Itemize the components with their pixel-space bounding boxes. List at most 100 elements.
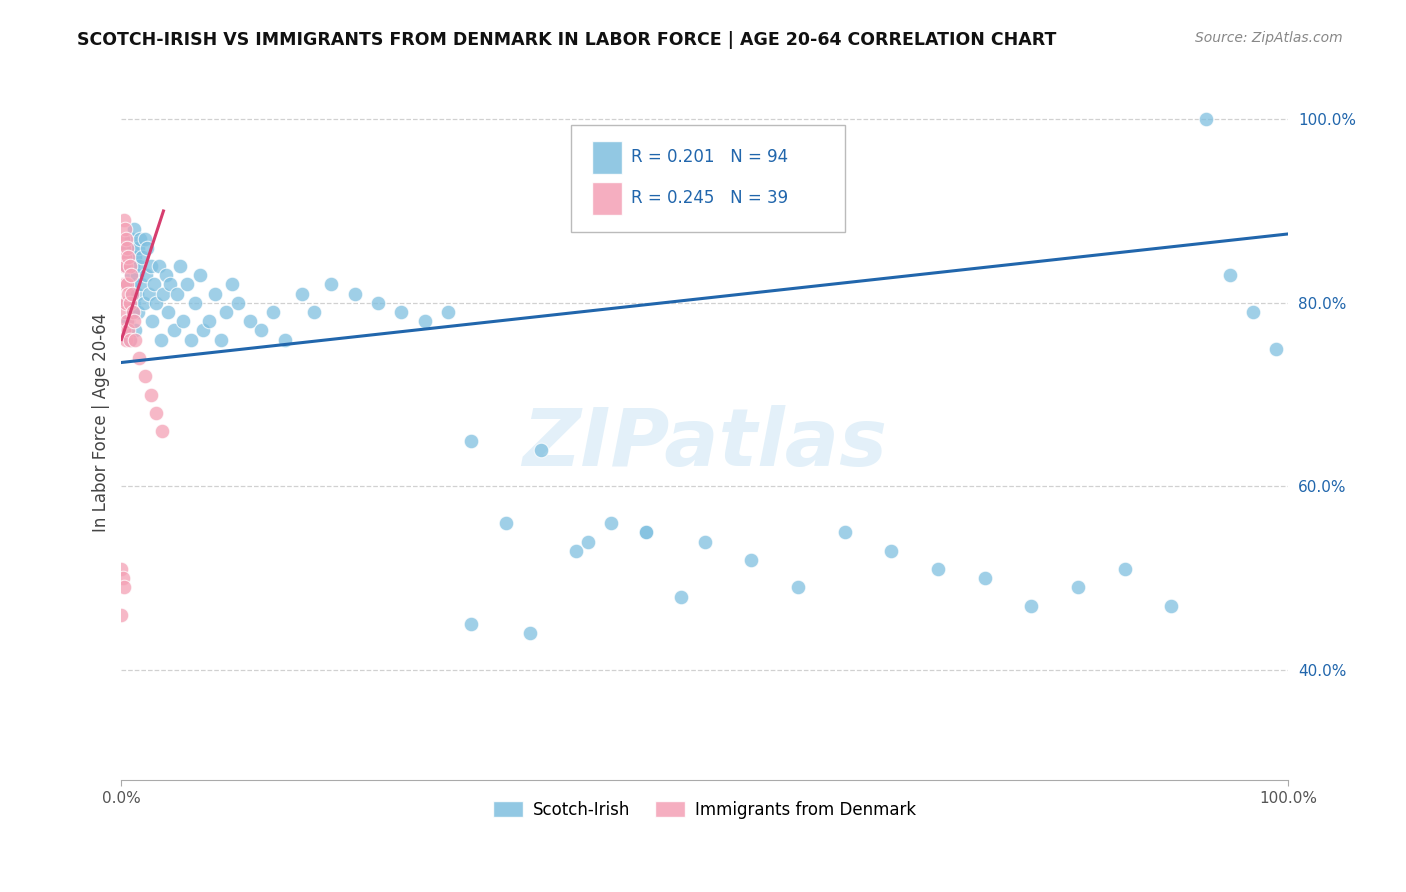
Point [122, 277, 145, 292]
Point [112, 323, 135, 337]
Point [834, 525, 856, 540]
Point [127, 305, 149, 319]
Point [122, 259, 145, 273]
Point [191, 323, 214, 337]
Point [120, 231, 142, 245]
Point [139, 259, 162, 273]
Point [172, 314, 194, 328]
Point [636, 525, 658, 540]
Point [115, 295, 138, 310]
Point [125, 286, 148, 301]
Point [576, 534, 599, 549]
Point [221, 277, 243, 292]
Point [122, 241, 145, 255]
Point [131, 250, 153, 264]
Point [114, 277, 136, 292]
Point [148, 259, 170, 273]
Point [117, 323, 139, 337]
Point [143, 277, 166, 292]
Point [127, 241, 149, 255]
Point [1241, 305, 1264, 319]
Point [152, 286, 174, 301]
FancyBboxPatch shape [592, 141, 621, 174]
Point [636, 525, 658, 540]
Point [145, 406, 167, 420]
Point [169, 259, 191, 273]
Point [117, 286, 139, 301]
Point [880, 543, 903, 558]
Point [159, 277, 181, 292]
Point [367, 295, 389, 310]
Text: Source: ZipAtlas.com: Source: ZipAtlas.com [1195, 31, 1343, 45]
Point [128, 259, 150, 273]
Point [121, 286, 143, 301]
Point [129, 277, 152, 292]
Point [115, 277, 138, 292]
Point [112, 581, 135, 595]
Point [157, 305, 180, 319]
Point [111, 277, 134, 292]
Point [671, 590, 693, 604]
Point [112, 213, 135, 227]
Point [118, 259, 141, 273]
Point [150, 425, 173, 439]
Point [118, 333, 141, 347]
Point [519, 626, 541, 640]
Point [134, 231, 156, 245]
Point [239, 314, 262, 328]
Point [198, 314, 221, 328]
Point [343, 286, 366, 301]
FancyBboxPatch shape [592, 182, 621, 215]
Point [117, 241, 139, 255]
Point [1265, 342, 1288, 356]
Point [565, 543, 588, 558]
Point [787, 581, 810, 595]
Point [115, 259, 138, 273]
Text: ZIPatlas: ZIPatlas [522, 405, 887, 483]
Point [117, 295, 139, 310]
Point [118, 333, 141, 347]
Point [135, 268, 157, 283]
Point [118, 250, 141, 264]
Point [117, 314, 139, 328]
Point [291, 286, 314, 301]
Point [124, 250, 146, 264]
FancyBboxPatch shape [571, 125, 845, 233]
Point [114, 259, 136, 273]
Point [110, 562, 132, 576]
Point [117, 277, 139, 292]
Point [163, 323, 186, 337]
Text: SCOTCH-IRISH VS IMMIGRANTS FROM DENMARK IN LABOR FORCE | AGE 20-64 CORRELATION C: SCOTCH-IRISH VS IMMIGRANTS FROM DENMARK … [77, 31, 1057, 49]
Point [117, 314, 139, 328]
Point [1219, 268, 1241, 283]
Point [391, 305, 413, 319]
Point [1114, 562, 1136, 576]
Point [1160, 599, 1182, 613]
Point [136, 241, 159, 255]
Point [115, 231, 138, 245]
Point [112, 241, 135, 255]
Point [121, 305, 143, 319]
Point [321, 277, 343, 292]
Point [111, 250, 134, 264]
Point [114, 222, 136, 236]
Point [150, 333, 173, 347]
Point [693, 534, 716, 549]
Point [124, 314, 146, 328]
Point [495, 516, 517, 531]
Point [138, 286, 160, 301]
Point [124, 295, 146, 310]
Point [118, 295, 141, 310]
Point [122, 305, 145, 319]
Point [121, 286, 143, 301]
Point [460, 617, 482, 632]
Point [139, 387, 162, 401]
Point [215, 305, 238, 319]
Point [1021, 599, 1043, 613]
Point [437, 305, 460, 319]
Point [114, 305, 136, 319]
Y-axis label: In Labor Force | Age 20-64: In Labor Force | Age 20-64 [93, 312, 110, 532]
Point [110, 607, 132, 622]
Point [112, 295, 135, 310]
Point [1195, 112, 1218, 127]
